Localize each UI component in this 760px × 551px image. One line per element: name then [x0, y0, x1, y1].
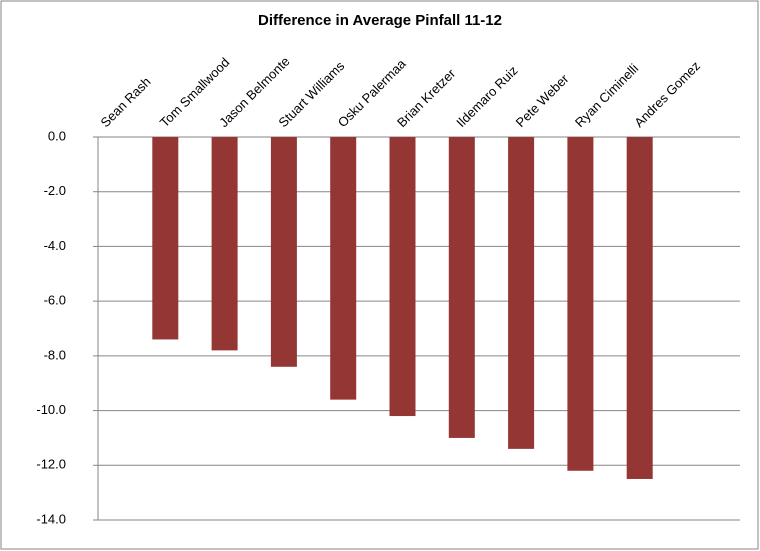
y-tick-label: -10.0 [36, 402, 66, 417]
y-tick-label: -4.0 [44, 238, 66, 253]
bar [508, 137, 535, 449]
y-tick-label: -6.0 [44, 293, 66, 308]
bar [389, 137, 416, 417]
y-tick-label: 0.0 [48, 128, 66, 143]
bar [330, 137, 357, 400]
bar [270, 137, 297, 367]
bar [152, 137, 179, 340]
y-tick-label: -2.0 [44, 183, 66, 198]
bar [448, 137, 475, 438]
chart-title: Difference in Average Pinfall 11-12 [258, 12, 502, 29]
bar [211, 137, 238, 351]
y-tick-label: -14.0 [36, 511, 66, 526]
y-tick-label: -8.0 [44, 347, 66, 362]
y-tick-label: -12.0 [36, 457, 66, 472]
bar [567, 137, 594, 471]
bar [626, 137, 653, 479]
